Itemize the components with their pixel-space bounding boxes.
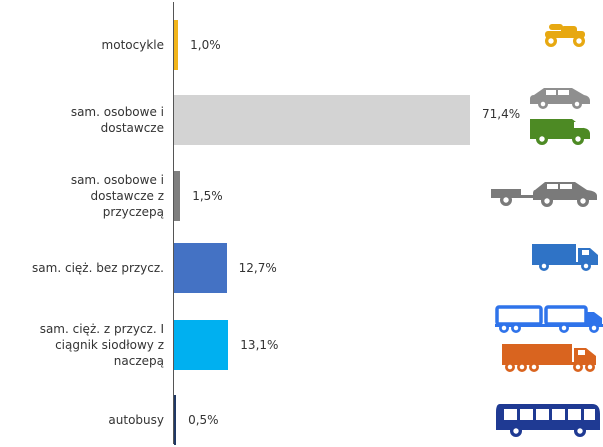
- bar: [174, 243, 227, 293]
- car-with-trailer-icon: [489, 180, 601, 214]
- category-label: sam. osobowe i dostawcze: [70, 105, 164, 135]
- bar: [174, 320, 229, 370]
- category-label: sam. cięż. z przycz. I ciągnik siodłowy …: [39, 322, 164, 368]
- category-label: motocykle: [101, 38, 164, 52]
- truck-with-trailer-icon: [494, 304, 603, 338]
- category-label: sam. osobowe i dostawcze z przyczepą: [70, 173, 164, 219]
- category-label: autobusy: [108, 413, 164, 427]
- motorcycle-icon: [541, 22, 589, 52]
- bar: [174, 395, 177, 445]
- bar: [174, 20, 179, 70]
- value-label: 0,5%: [188, 413, 219, 427]
- bar: [174, 171, 181, 221]
- bar: [174, 95, 470, 145]
- category-axis: [173, 2, 174, 444]
- category-label: sam. cięż. bez przycz.: [32, 261, 164, 275]
- car-icon: [528, 86, 592, 114]
- value-label: 1,5%: [192, 189, 223, 203]
- truck-icon: [530, 242, 602, 276]
- value-label: 71,4%: [482, 107, 521, 121]
- value-label: 13,1%: [240, 338, 279, 352]
- value-label: 1,0%: [190, 38, 221, 52]
- semi-truck-icon: [500, 342, 600, 378]
- van-icon: [528, 116, 592, 150]
- value-label: 12,7%: [238, 261, 277, 275]
- bus-icon: [494, 402, 602, 442]
